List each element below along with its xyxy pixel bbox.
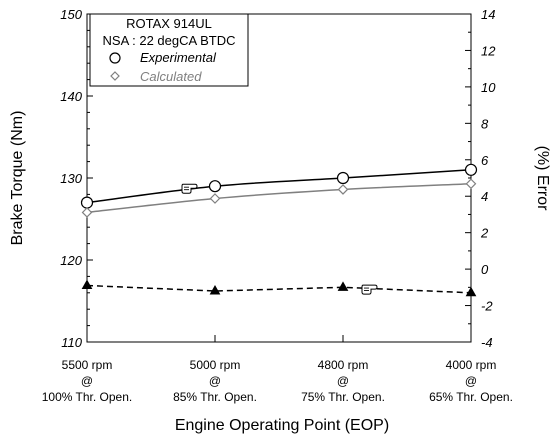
data-point xyxy=(337,184,349,195)
data-point xyxy=(208,180,222,193)
x-tick-label: 4000 rpm xyxy=(446,358,497,372)
legend-entry-calculated: Calculated xyxy=(140,69,202,84)
x-tick-label: @ xyxy=(209,374,221,388)
x-tick-label: 75% Thr. Open. xyxy=(301,390,385,404)
x-tick-label: 100% Thr. Open. xyxy=(42,390,133,404)
y-left-tick-label: 130 xyxy=(60,171,82,186)
y-right-tick-label: 10 xyxy=(481,80,496,95)
tick-labels: 110 120 130 140 150 -4 -2 0 2 4 6 8 10 12 14 5500 rpm @1… xyxy=(42,7,513,404)
y-right-tick-label: -2 xyxy=(481,299,493,314)
data-point xyxy=(209,284,221,295)
x-tick-label: 5000 rpm xyxy=(190,358,241,372)
data-point xyxy=(209,193,221,204)
pointing-hand-icon xyxy=(361,284,378,295)
annotation-layer xyxy=(181,183,378,295)
y-left-tick-label: 110 xyxy=(61,335,82,350)
axis-ticks xyxy=(86,13,472,343)
data-point xyxy=(465,286,477,297)
legend-entry-experimental: Experimental xyxy=(140,50,217,65)
x-tick-label: @ xyxy=(337,374,349,388)
hand-fingers xyxy=(184,186,189,191)
y-left-tick-label: 150 xyxy=(60,7,82,22)
x-tick-label: @ xyxy=(81,374,93,388)
x-tick-label: 4800 rpm xyxy=(318,358,369,372)
data-point xyxy=(464,163,478,176)
x-tick-label: 5500 rpm xyxy=(62,358,113,372)
data-point xyxy=(465,178,477,190)
data-point xyxy=(81,207,93,218)
y-right-tick-label: -4 xyxy=(481,335,493,350)
x-tick-label: @ xyxy=(465,374,477,388)
legend-marker-experimental xyxy=(109,52,121,64)
legend-title-1: ROTAX 914UL xyxy=(126,16,212,31)
y-axis-label-right: (%) Error xyxy=(534,146,550,212)
y-right-tick-label: 4 xyxy=(481,189,488,204)
series-layer xyxy=(80,163,478,297)
data-point xyxy=(80,196,94,209)
pointing-hand-icon xyxy=(181,183,198,194)
y-right-tick-label: 14 xyxy=(481,7,495,22)
y-right-tick-label: 2 xyxy=(480,226,489,241)
data-point xyxy=(336,171,350,185)
y-right-tick-label: 6 xyxy=(481,153,489,168)
x-tick-label: 85% Thr. Open. xyxy=(173,390,257,404)
y-left-tick-label: 140 xyxy=(60,89,82,104)
hand-fingers xyxy=(364,287,369,291)
series-line-0 xyxy=(86,169,472,204)
y-left-tick-label: 120 xyxy=(60,253,82,268)
series-line-1 xyxy=(86,182,472,214)
legend-marker-calculated xyxy=(110,71,120,81)
y-right-tick-label: 8 xyxy=(481,116,489,131)
x-axis-label: Engine Operating Point (EOP) xyxy=(175,417,389,434)
hand-shape xyxy=(181,183,198,194)
legend-title-2: NSA : 22 degCA BTDC xyxy=(103,33,236,48)
y-right-tick-label: 12 xyxy=(481,43,496,58)
hand-shape xyxy=(361,284,378,295)
data-point xyxy=(81,279,93,290)
y-axis-label-left: Brake Torque (Nm) xyxy=(9,111,26,246)
data-point xyxy=(337,281,349,291)
legend: ROTAX 914UL NSA : 22 degCA BTDC Experime… xyxy=(89,13,249,87)
series-line-2 xyxy=(86,284,472,294)
x-tick-label: 65% Thr. Open. xyxy=(429,390,513,404)
y-right-tick-label: 0 xyxy=(481,262,489,277)
